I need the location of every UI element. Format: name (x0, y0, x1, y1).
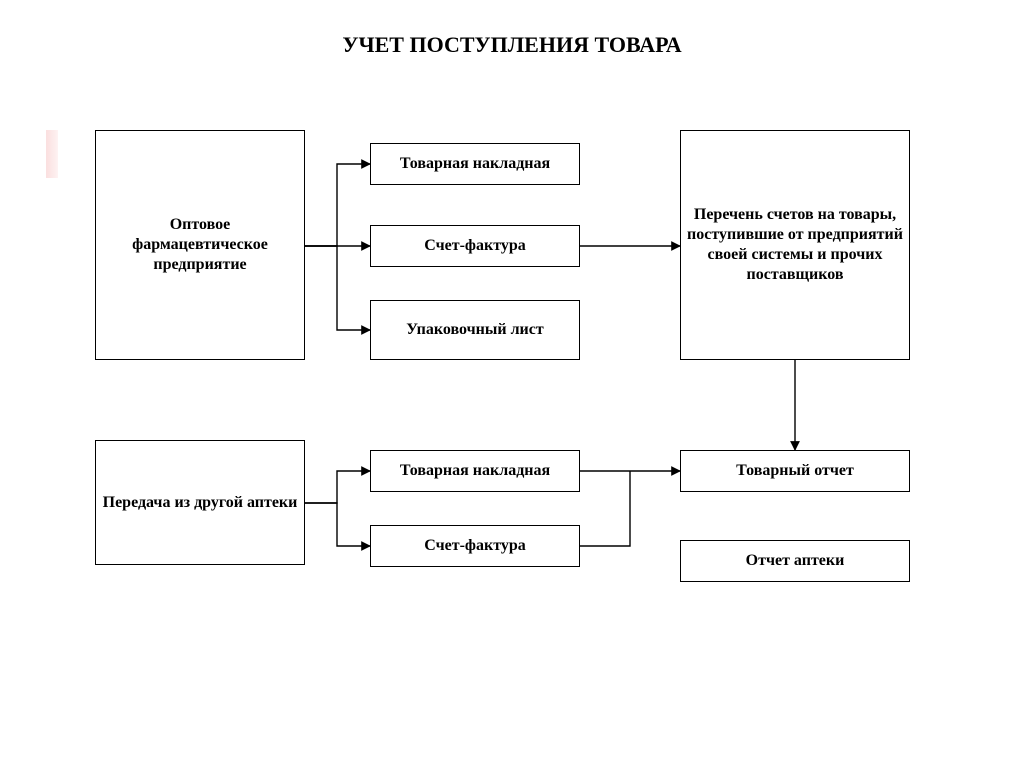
node-tov-report: Товарный отчет (680, 450, 910, 492)
node-apt-report: Отчет аптеки (680, 540, 910, 582)
edge (305, 471, 370, 503)
edge (580, 471, 630, 546)
node-wholesale: Оптовое фармацевтическое предприятие (95, 130, 305, 360)
diagram-canvas: УЧЕТ ПОСТУПЛЕНИЯ ТОВАРА Оптовое фармацев… (0, 0, 1024, 767)
diagram-title: УЧЕТ ПОСТУПЛЕНИЯ ТОВАРА (0, 32, 1024, 58)
edge (305, 164, 370, 246)
node-schet-1: Счет-фактура (370, 225, 580, 267)
edges-layer (0, 0, 1024, 767)
node-perechen: Перечень счетов на товары, поступившие о… (680, 130, 910, 360)
node-packing-list: Упаковочный лист (370, 300, 580, 360)
node-transfer: Передача из другой аптеки (95, 440, 305, 565)
scan-artifact (46, 130, 58, 178)
node-schet-2: Счет-фактура (370, 525, 580, 567)
node-invoice-1: Товарная накладная (370, 143, 580, 185)
node-invoice-2: Товарная накладная (370, 450, 580, 492)
edge (305, 246, 370, 330)
edge (305, 503, 370, 546)
